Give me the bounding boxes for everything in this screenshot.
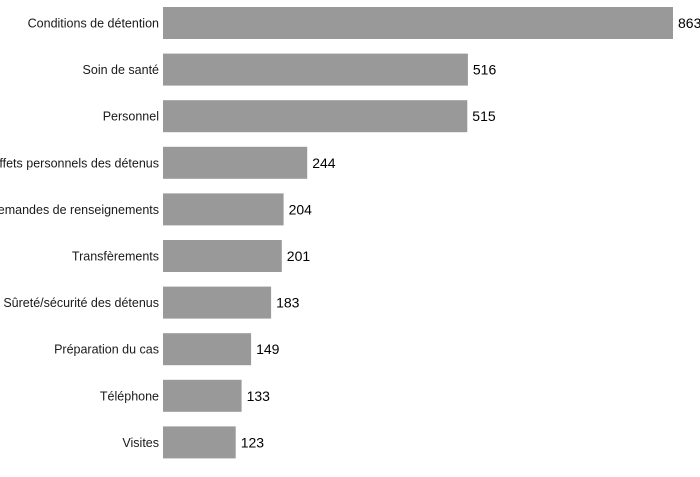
bar xyxy=(163,286,272,319)
value-label: 516 xyxy=(473,62,497,78)
bar xyxy=(163,240,282,272)
category-label: Soin de santé xyxy=(83,63,159,77)
category-label: Personnel xyxy=(103,110,159,124)
category-label: Sûreté/sécurité des détenus xyxy=(3,296,159,310)
value-label: 863 xyxy=(678,15,700,31)
category-label: Transfèrements xyxy=(72,250,159,264)
category-label: Téléphone xyxy=(100,389,159,403)
value-label: 123 xyxy=(241,434,265,450)
bar xyxy=(163,53,468,86)
value-label: 133 xyxy=(247,388,271,404)
value-label: 183 xyxy=(276,295,300,311)
value-label: 204 xyxy=(289,201,313,217)
bar xyxy=(163,333,252,366)
category-label: Visites xyxy=(122,436,159,450)
bar xyxy=(163,146,308,179)
bars-group xyxy=(163,7,673,459)
value-labels: 863 516 515 244 204 201 183 149 133 123 xyxy=(241,15,700,450)
bar xyxy=(163,7,673,39)
value-label: 515 xyxy=(472,108,496,124)
value-label: 244 xyxy=(312,155,336,171)
category-label: Effets personnels des détenus xyxy=(0,156,159,170)
bar xyxy=(163,100,468,133)
value-label: 201 xyxy=(287,248,311,264)
category-label: Demandes de renseignements xyxy=(0,203,159,217)
category-labels: Conditions de détention Soin de santé Pers… xyxy=(0,17,159,450)
bar xyxy=(163,426,236,459)
bar xyxy=(163,379,242,412)
category-label: Préparation du cas xyxy=(54,343,159,357)
value-label: 149 xyxy=(256,341,280,357)
category-label: Conditions de détention xyxy=(28,17,159,31)
bar xyxy=(163,193,284,226)
